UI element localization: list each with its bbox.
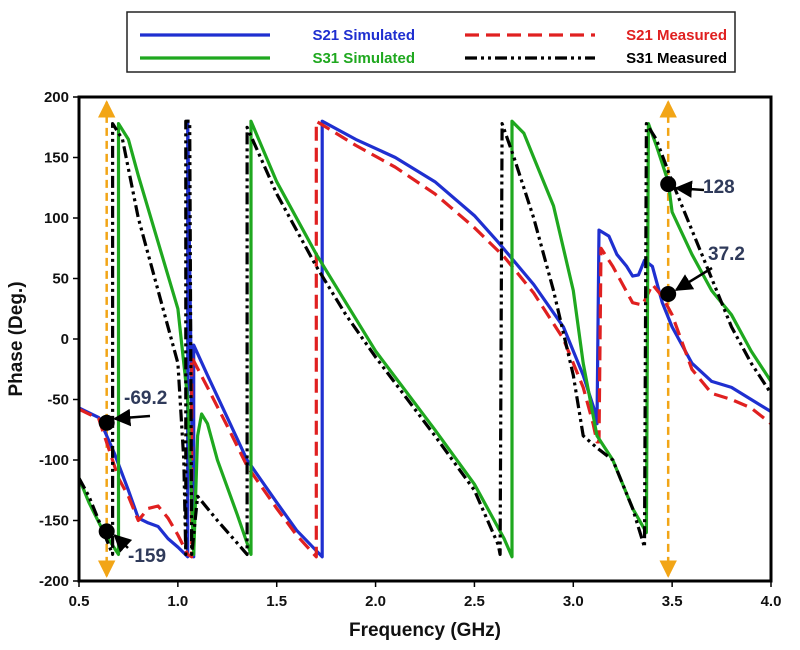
y-tick-label: 200 xyxy=(44,89,69,106)
annotation-arrow xyxy=(674,266,713,292)
legend-label: S21 Measured xyxy=(626,27,727,44)
annotation-label: -69.2 xyxy=(124,388,167,409)
annotation-point xyxy=(660,176,677,193)
x-tick-label: 3.5 xyxy=(662,593,683,610)
legend-label: S31 Measured xyxy=(626,50,727,67)
x-tick-label: 3.0 xyxy=(563,593,584,610)
annotation-label: 37.2 xyxy=(708,244,745,265)
x-tick-label: 2.0 xyxy=(365,593,386,610)
legend: S21 Simulated S21 Measured S31 Simulated S3… xyxy=(126,11,736,73)
x-tick-label: 0.5 xyxy=(69,593,90,610)
series-line-s31-measured xyxy=(77,119,773,556)
y-tick-label: -100 xyxy=(39,452,69,469)
annotation-point xyxy=(98,523,115,540)
annotation-point xyxy=(660,285,677,302)
x-tick-label: 4.0 xyxy=(761,593,782,610)
annotation-arrow xyxy=(112,408,151,427)
x-tick-label: 1.0 xyxy=(167,593,188,610)
annotation-label: 128 xyxy=(703,177,735,198)
y-tick-label: -200 xyxy=(39,573,69,590)
y-tick-label: 100 xyxy=(44,210,69,227)
y-tick-label: 0 xyxy=(61,331,69,348)
legend-label: S31 Simulated xyxy=(312,50,415,67)
legend-box xyxy=(126,11,736,73)
y-axis-title: Phase (Deg.) xyxy=(6,281,27,396)
x-tick-label: 2.5 xyxy=(464,593,485,610)
annotation-arrow xyxy=(674,180,705,198)
legend-label: S21 Simulated xyxy=(312,27,415,44)
x-tick-label: 1.5 xyxy=(266,593,287,610)
y-tick-label: 50 xyxy=(52,271,69,288)
y-tick-label: -50 xyxy=(47,392,69,409)
series-line-s21-simulated xyxy=(78,119,772,559)
annotation-arrow xyxy=(113,534,133,553)
annotation-label: -159 xyxy=(128,546,166,567)
annotation-point xyxy=(98,414,115,431)
y-tick-label: 150 xyxy=(44,150,69,167)
y-tick-label: -150 xyxy=(39,513,69,530)
x-axis-title: Frequency (GHz) xyxy=(349,620,501,641)
series-line-s21-measured xyxy=(78,119,772,559)
